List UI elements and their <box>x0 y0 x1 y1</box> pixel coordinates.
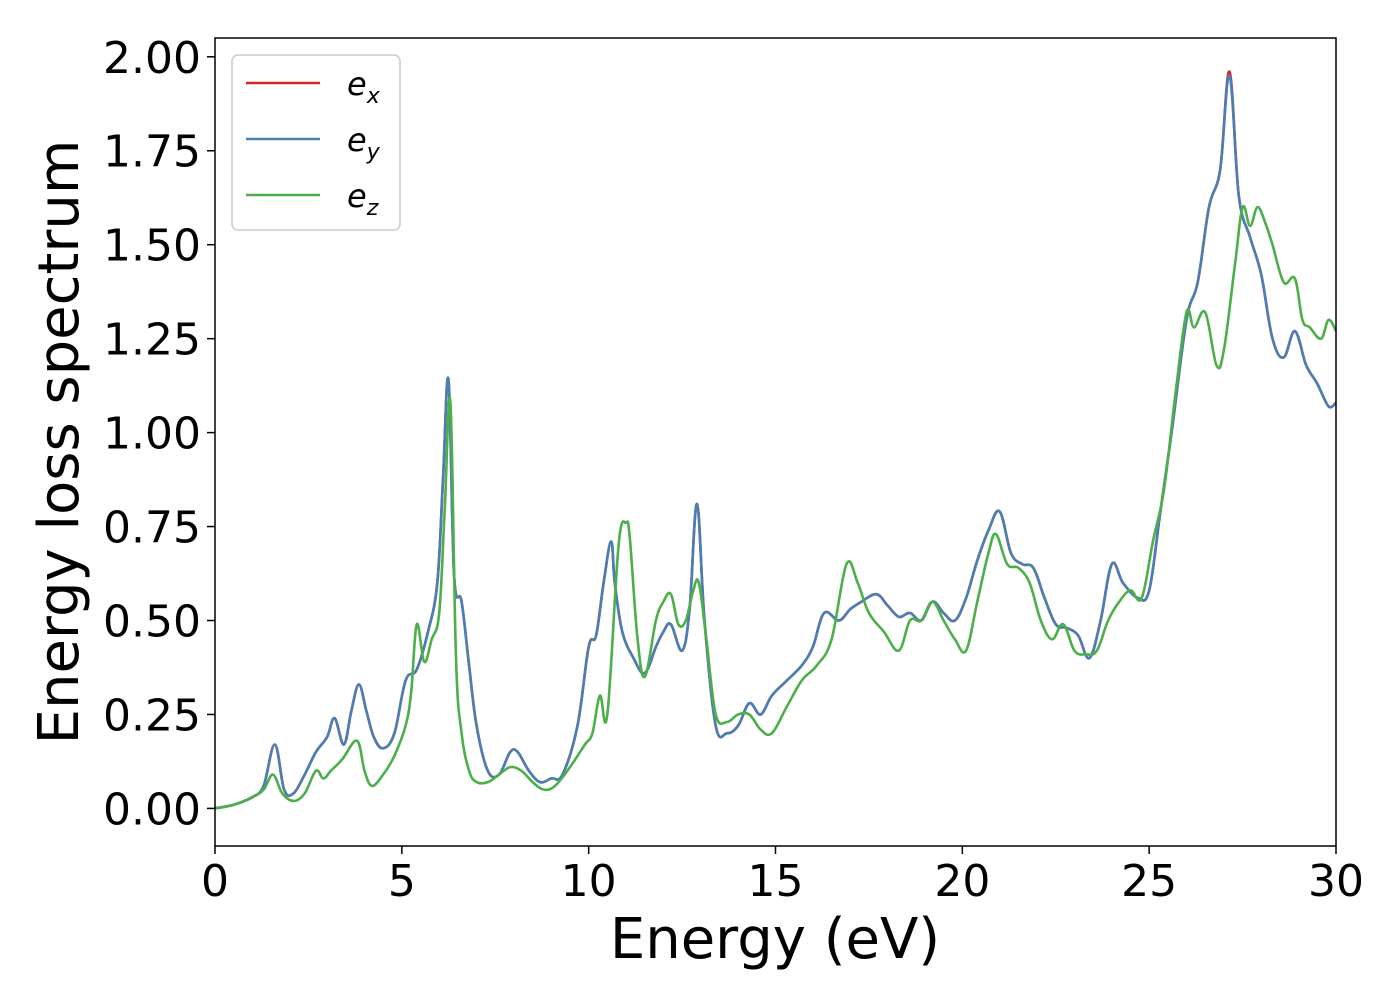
legend-label-base: e <box>347 121 367 159</box>
y-tick-label: 1.75 <box>103 127 201 178</box>
legend-label-subscript: x <box>366 84 381 109</box>
x-axis-ticks: 0 5 10 15 20 25 30 <box>201 846 1364 907</box>
y-tick-label: 1.00 <box>103 409 201 460</box>
legend-label-ez: ez <box>347 177 379 221</box>
y-tick-label: 1.50 <box>103 221 201 272</box>
legend-label-base: e <box>347 65 367 103</box>
y-tick-label: 2.00 <box>103 33 201 84</box>
series-line-ez <box>214 204 1338 810</box>
legend-box <box>231 54 401 231</box>
y-tick-label: 0.00 <box>103 784 201 835</box>
legend-label-base: e <box>347 177 367 215</box>
legend-label-ey: ey <box>347 121 381 165</box>
series-line-ey <box>214 74 1337 810</box>
y-tick-label: 0.25 <box>103 690 201 741</box>
x-axis-title: Energy (eV) <box>610 907 940 972</box>
x-tick-label: 0 <box>201 856 229 907</box>
y-axis-ticks: 0.00 0.25 0.50 0.75 1.00 1.25 1.50 1.75 2.00 <box>103 33 215 835</box>
y-tick-label: 0.75 <box>103 503 201 554</box>
x-tick-label: 15 <box>748 856 804 907</box>
plot-background <box>215 38 1336 846</box>
x-tick-label: 30 <box>1308 856 1364 907</box>
legend-label-subscript: z <box>366 196 379 221</box>
series-layer <box>214 70 1338 810</box>
x-tick-label: 5 <box>388 856 416 907</box>
x-tick-label: 25 <box>1121 856 1177 907</box>
y-axis-title: Energy loss spectrum <box>27 140 92 745</box>
x-tick-label: 20 <box>934 856 990 907</box>
y-tick-label: 0.50 <box>103 597 201 648</box>
y-tick-label: 1.25 <box>103 315 201 366</box>
x-tick-label: 10 <box>561 856 617 907</box>
legend-label-subscript: y <box>366 140 381 165</box>
legend-label-ex: ex <box>347 65 381 109</box>
